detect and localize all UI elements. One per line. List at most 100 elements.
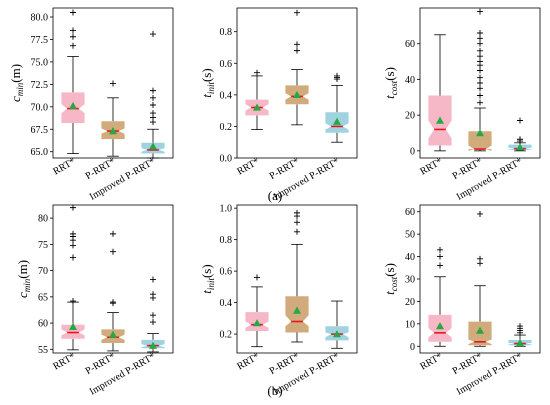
outlier-marker	[150, 291, 156, 298]
y-tick-label: 75.0	[31, 57, 49, 68]
mean-marker	[333, 117, 341, 125]
y-label-symbol: t	[199, 290, 214, 294]
box-3	[141, 31, 165, 159]
outlier-marker	[70, 9, 76, 16]
y-tick-label: 65	[38, 292, 48, 303]
mean-marker	[69, 101, 77, 110]
outlier-marker	[437, 253, 443, 260]
box-3	[325, 72, 349, 143]
outlier-marker	[150, 31, 156, 38]
box-1	[428, 246, 452, 347]
outlier-marker	[477, 8, 483, 15]
y-tick-label: 0	[410, 342, 415, 353]
y-tick-label: 0.4	[220, 298, 233, 309]
y-label-subscript: min	[15, 82, 25, 96]
outlier-marker	[70, 254, 76, 261]
y-label-unit: (s)	[199, 68, 214, 82]
mean-marker	[293, 306, 301, 314]
mean-marker	[149, 142, 157, 150]
box-1	[61, 204, 85, 351]
outlier-marker	[70, 204, 76, 211]
y-label-symbol: c	[15, 292, 30, 298]
mean-marker	[516, 143, 524, 151]
box-2	[468, 210, 492, 347]
y-tick-label: 1.0	[220, 204, 233, 215]
y-tick-label: 0.2	[220, 122, 233, 133]
mean-marker	[69, 322, 77, 330]
box-2	[285, 9, 309, 126]
y-label-unit: (s)	[199, 264, 214, 278]
y-tick-label: 60	[405, 207, 415, 218]
y-axis-label: cmin(m)	[8, 64, 25, 102]
y-tick-label: 60	[38, 319, 48, 330]
outlier-marker	[477, 99, 483, 106]
y-tick-label: 65.0	[31, 147, 49, 158]
box-1	[245, 69, 269, 130]
mean-marker	[293, 90, 301, 99]
x-tick-label: RRT*	[235, 156, 261, 177]
y-tick-label: 80	[38, 214, 48, 225]
mean-marker	[109, 330, 117, 338]
y-axis-label: tcost(s)	[382, 263, 399, 295]
box-3	[508, 323, 532, 347]
outlier-marker	[437, 262, 443, 269]
y-label-symbol: t	[199, 94, 214, 98]
outlier-marker	[477, 74, 483, 81]
y-axis-label: tcost(s)	[382, 67, 399, 99]
x-tick-label: RRT*	[235, 351, 261, 372]
y-tick-label: 20	[405, 297, 415, 308]
outlier-marker	[477, 80, 483, 86]
outlier-marker	[517, 117, 523, 124]
outlier-marker	[477, 255, 483, 262]
outlier-marker	[254, 69, 260, 76]
mean-marker	[253, 103, 261, 111]
y-label-subscript: min	[22, 278, 32, 292]
outlier-marker	[477, 67, 483, 74]
mean-marker	[476, 326, 484, 334]
outlier-marker	[70, 242, 76, 249]
x-tick-label: RRT*	[51, 351, 77, 372]
mean-marker	[436, 116, 444, 124]
outlier-marker	[150, 276, 156, 283]
outlier-marker	[70, 230, 76, 237]
outlier-marker	[477, 210, 483, 217]
outlier-marker	[110, 80, 116, 87]
outlier-marker	[294, 41, 300, 48]
outlier-marker	[477, 85, 483, 92]
x-tick-label: RRT*	[418, 351, 444, 372]
y-label-subscript: cost	[389, 276, 399, 291]
plot-frame	[52, 204, 174, 354]
y-tick-label: 67.5	[31, 125, 49, 136]
y-label-symbol: t	[382, 291, 397, 295]
outlier-marker	[437, 246, 443, 253]
mean-marker	[516, 338, 524, 347]
x-tick-label: RRT*	[51, 156, 77, 177]
box-2	[101, 80, 125, 157]
plot-frame	[419, 7, 541, 159]
outlier-marker	[150, 94, 156, 101]
outlier-marker	[477, 58, 483, 65]
outlier-marker	[517, 323, 523, 330]
outlier-marker	[150, 110, 156, 117]
mean-marker	[253, 319, 261, 327]
y-label-unit: (m)	[15, 260, 30, 279]
y-tick-label: 75	[38, 240, 48, 251]
y-tick-label: 0.6	[220, 59, 233, 70]
x-tick-label: RRT*	[418, 156, 444, 177]
outlier-marker	[150, 319, 156, 326]
y-tick-label: 77.5	[31, 35, 49, 46]
y-tick-label: 80.0	[31, 12, 49, 23]
mean-marker	[109, 127, 117, 135]
y-tick-label: 50	[405, 230, 415, 241]
outlier-marker	[110, 299, 116, 306]
y-tick-label: 0	[410, 146, 415, 157]
y-tick-label: 55	[38, 345, 48, 356]
y-tick-label: 0.6	[220, 267, 233, 278]
box-1	[428, 34, 452, 152]
outlier-marker	[477, 53, 483, 60]
